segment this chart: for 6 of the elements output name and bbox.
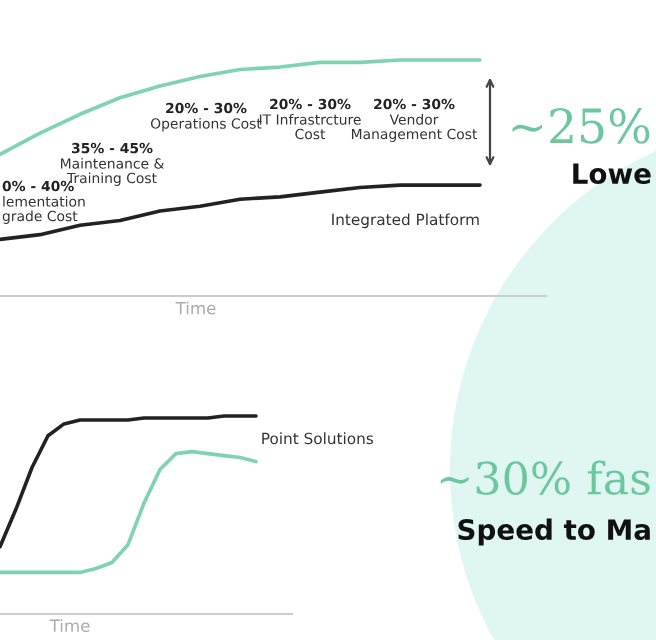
x-axis-title: Time [175, 301, 216, 315]
x-axis-title: Time [49, 619, 90, 632]
annotation: ~25% [512, 107, 650, 144]
text: ~30% fas [440, 460, 650, 495]
text: Lowe [573, 163, 651, 185]
text: Speed to Ma [458, 518, 650, 546]
